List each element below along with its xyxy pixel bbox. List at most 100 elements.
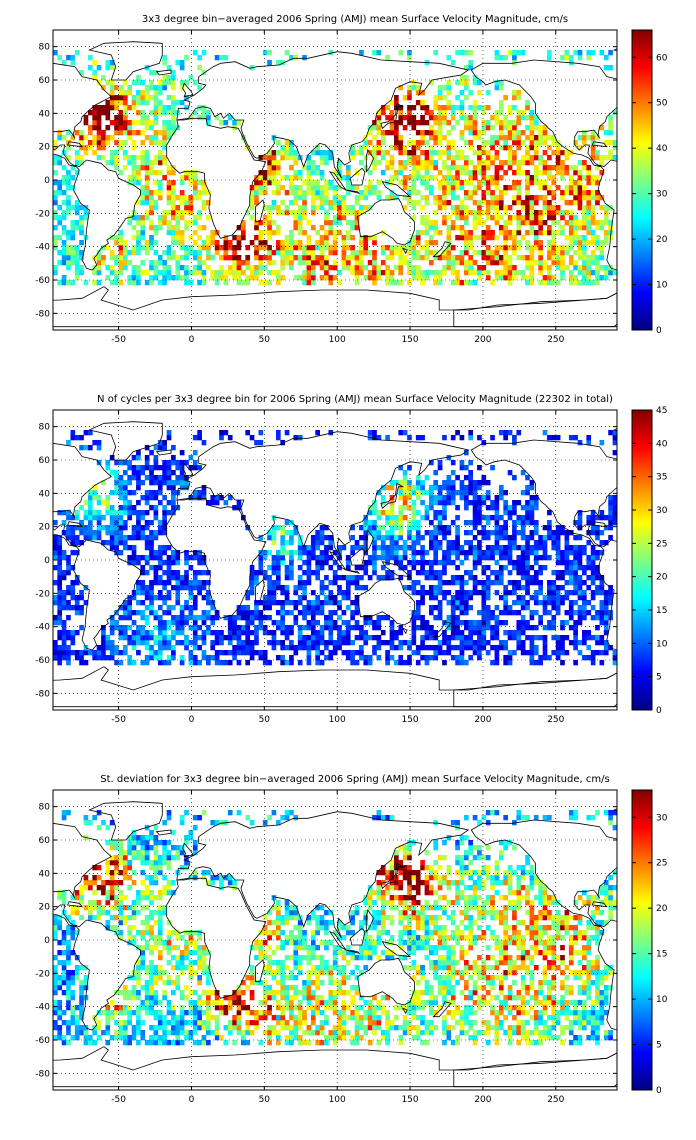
bin-cell — [415, 485, 421, 491]
bin-cell — [61, 200, 67, 206]
bin-cell — [582, 595, 587, 601]
bin-cell — [568, 435, 574, 441]
bin-cell — [459, 600, 465, 606]
bin-cell — [363, 190, 369, 196]
bin-cell — [450, 140, 456, 146]
bin-cell — [171, 130, 176, 136]
bin-cell — [590, 155, 596, 161]
bin-cell — [573, 280, 578, 286]
bin-cell — [136, 245, 141, 251]
bin-cell — [114, 515, 119, 521]
bin-cell — [297, 240, 303, 246]
bin-cell — [459, 630, 465, 636]
bin-cell — [437, 255, 443, 261]
bin-cell — [280, 585, 286, 591]
bin-cell — [70, 580, 76, 586]
bin-cell — [210, 605, 216, 611]
bin-cell — [433, 650, 439, 656]
bin-cell — [109, 625, 115, 631]
bin-cell — [477, 495, 482, 501]
bin-cell — [542, 595, 548, 601]
bin-cell — [61, 510, 67, 516]
bin-cell — [573, 265, 578, 271]
bin-cell — [459, 150, 465, 156]
bin-cell — [481, 165, 487, 171]
bin-cell — [485, 505, 491, 511]
bin-cell — [96, 145, 102, 151]
bin-cell — [293, 585, 299, 591]
bin-cell — [472, 650, 478, 656]
bin-cell — [280, 150, 286, 156]
bin-cell — [201, 490, 207, 496]
bin-cell — [450, 630, 456, 636]
bin-cell — [149, 540, 154, 546]
bin-cell — [372, 185, 377, 191]
bin-cell — [420, 100, 425, 106]
bin-cell — [166, 230, 172, 236]
bin-cell — [455, 525, 460, 531]
bin-cell — [442, 105, 447, 111]
bin-cell — [555, 155, 561, 161]
bin-cell — [512, 240, 517, 246]
bin-cell — [577, 525, 583, 531]
bin-cell — [590, 135, 596, 141]
bin-cell — [122, 460, 128, 466]
bin-cell — [175, 260, 181, 266]
bin-cell — [490, 260, 495, 266]
bin-cell — [455, 575, 460, 581]
bin-cell — [424, 200, 430, 206]
bin-cell — [415, 590, 421, 596]
bin-cell — [74, 270, 80, 276]
bin-cell — [582, 280, 587, 286]
bin-cell — [520, 640, 526, 646]
bin-cell — [538, 655, 543, 661]
bin-cell — [433, 630, 439, 636]
bin-cell — [363, 250, 369, 256]
bin-cell — [188, 565, 194, 571]
bin-cell — [402, 475, 408, 481]
bin-cell — [201, 560, 207, 566]
bin-cell — [424, 515, 430, 521]
bin-cell — [53, 600, 58, 606]
bin-cell — [415, 475, 421, 481]
bin-cell — [350, 235, 355, 241]
bin-cell — [398, 465, 404, 471]
bin-cell — [92, 120, 98, 126]
bin-cell — [197, 115, 202, 121]
bin-cell — [516, 165, 522, 171]
bin-cell — [590, 525, 596, 531]
bin-cell — [284, 210, 290, 216]
bin-cell — [612, 145, 617, 151]
bin-cell — [507, 280, 513, 286]
bin-cell — [171, 215, 176, 221]
bin-cell — [206, 200, 211, 206]
bin-cell — [66, 245, 71, 251]
bin-cell — [411, 85, 417, 91]
bin-cell — [568, 615, 574, 621]
bin-cell — [490, 280, 495, 286]
bin-cell — [564, 620, 570, 626]
bin-cell — [516, 635, 522, 641]
bin-cell — [442, 595, 447, 601]
bin-cell — [564, 245, 570, 251]
bin-cell — [171, 560, 176, 566]
bin-cell — [214, 280, 220, 286]
bin-cell — [420, 90, 425, 96]
bin-cell — [332, 265, 338, 271]
bin-cell — [144, 635, 150, 641]
bin-cell — [577, 615, 583, 621]
bin-cell — [446, 580, 452, 586]
bin-cell — [105, 115, 111, 121]
bin-cell — [568, 180, 574, 186]
bin-cell — [197, 585, 202, 591]
bin-cell — [520, 235, 526, 241]
bin-cell — [520, 160, 526, 166]
bin-cell — [332, 560, 338, 566]
bin-cell — [608, 50, 613, 56]
bin-cell — [516, 585, 522, 591]
bin-cell — [297, 630, 303, 636]
bin-cell — [429, 595, 434, 601]
coastline-path — [53, 286, 617, 328]
bin-cell — [481, 195, 487, 201]
bin-cell — [586, 575, 592, 581]
